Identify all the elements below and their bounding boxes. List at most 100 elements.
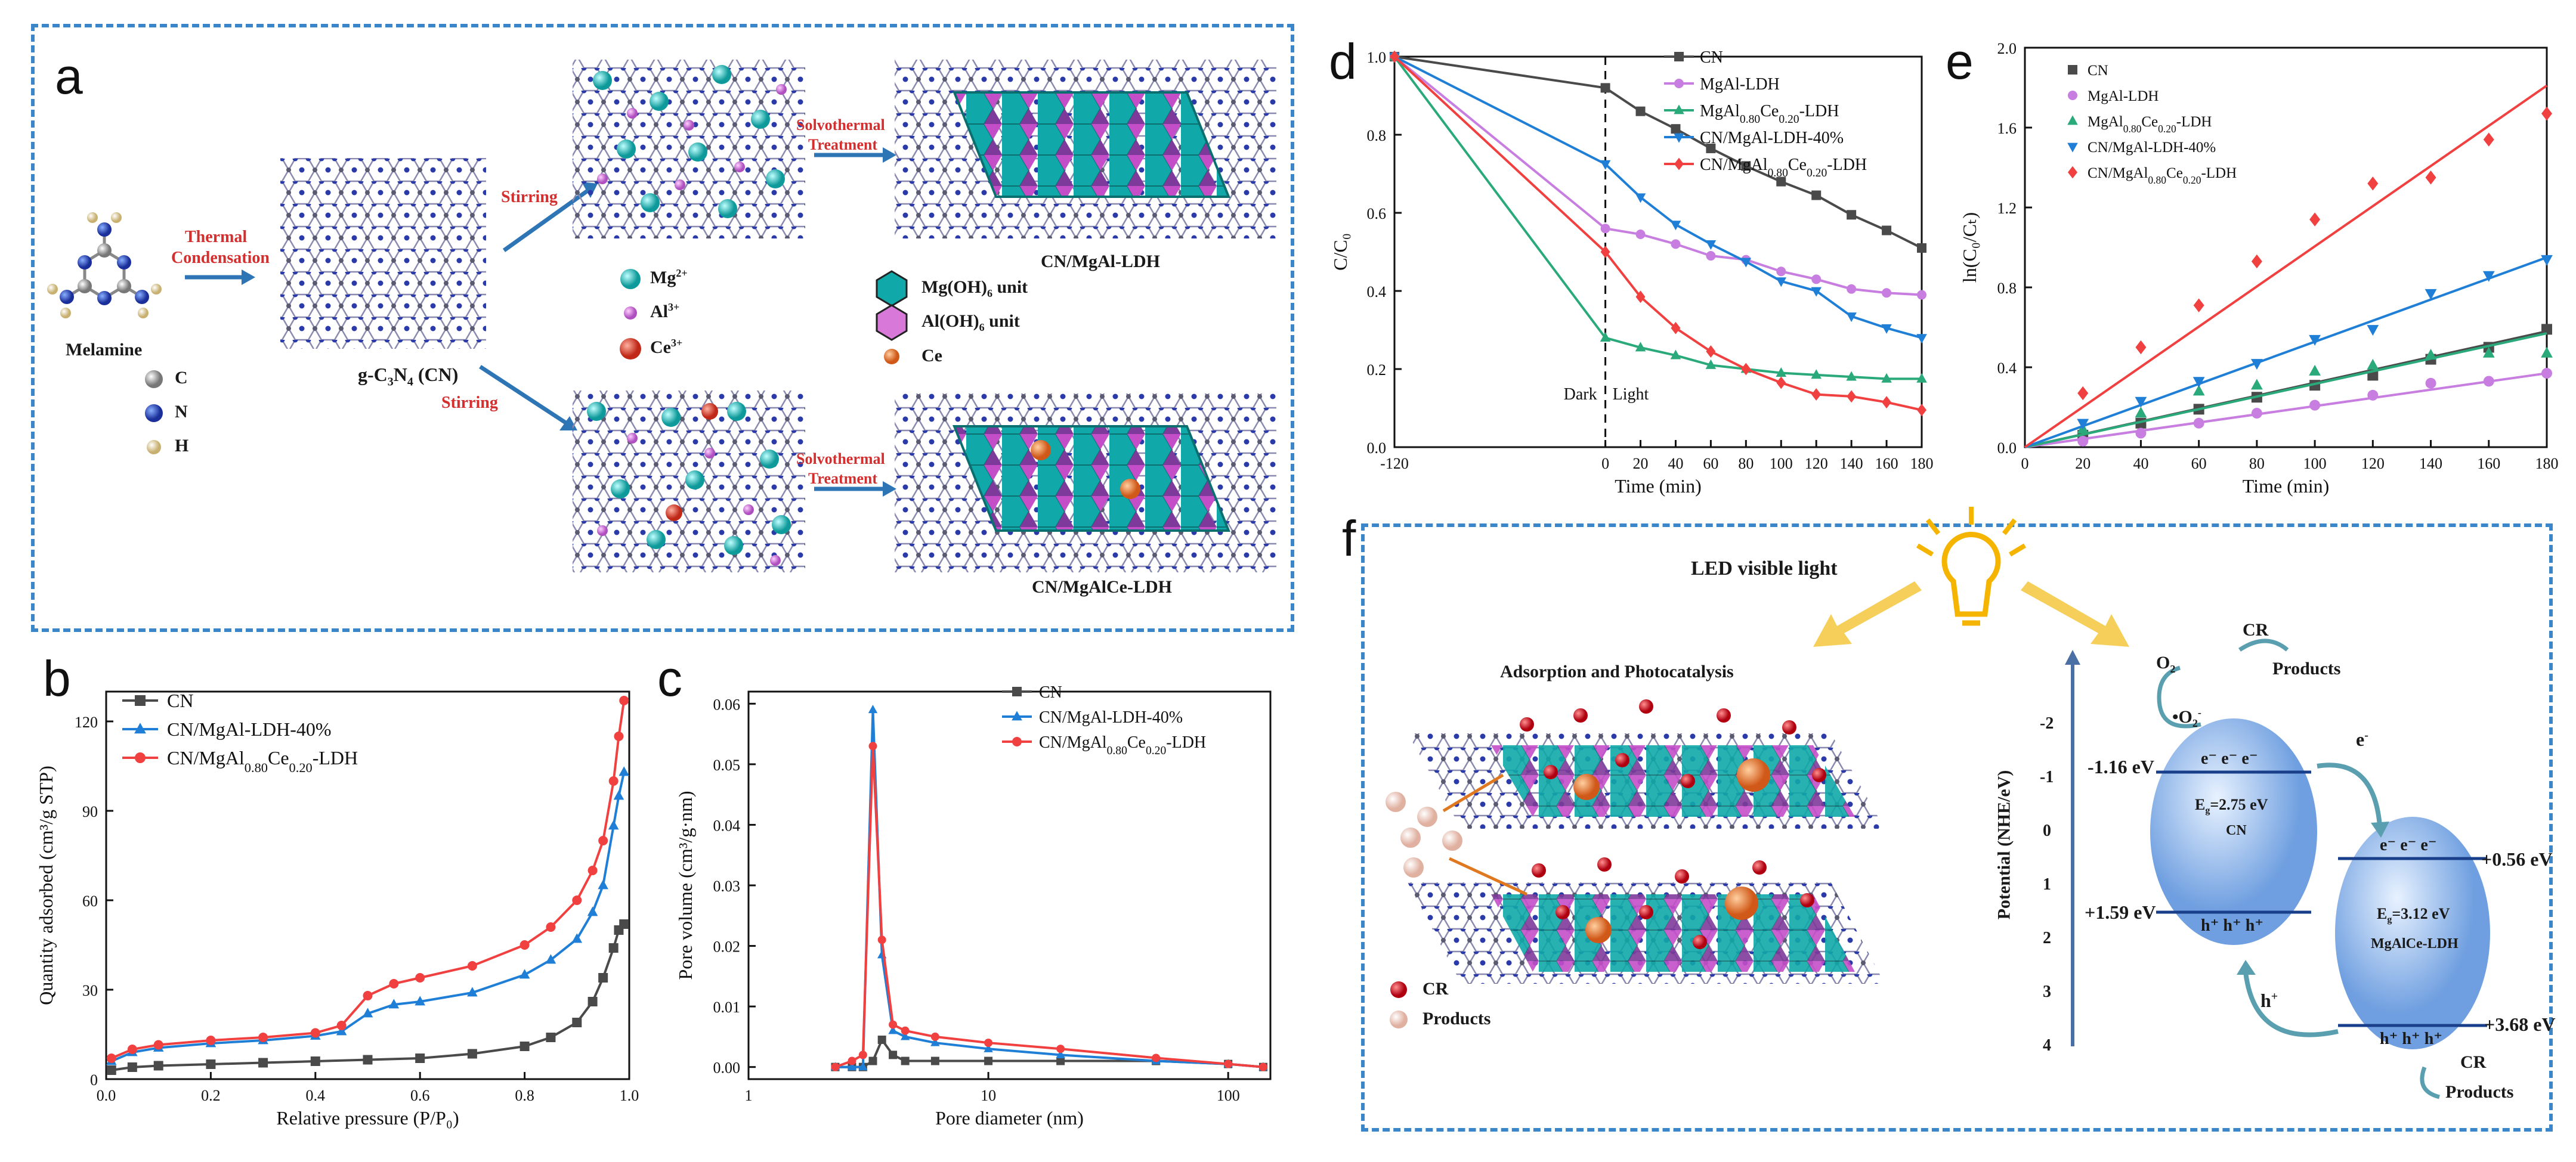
legend-c-label: C [175,368,188,388]
product-bottom-label: CN/MgAlCe-LDH [1032,577,1172,597]
chart-e-point [2425,377,2436,389]
chart-e-point [2309,334,2321,346]
chart-e-xtick-label: 80 [2249,455,2265,472]
ldh-vb-value: +3.68 eV [2484,1014,2556,1035]
legend-mg-ion [620,269,641,289]
legend-ce-ion [620,338,641,360]
chart-d-xtick-label: 60 [1703,455,1718,472]
stirring-label-bottom: Stirring [441,393,498,412]
chart-d-point [1635,230,1646,240]
chart-c-point [930,1032,939,1041]
chart-e-legend-marker [2067,142,2078,153]
chart-b-frame [105,690,630,1080]
cr-oxidation-arrow-bottom [2420,1066,2440,1099]
axis-tick-3: 3 [2043,983,2051,1001]
chart-e-fit-line [2024,372,2547,448]
chart-b-point [545,954,556,964]
panel-e-letter: e [1946,33,1974,89]
ldh-holes: h⁺ h⁺ h⁺ [2380,1030,2443,1048]
chart-d-point [1847,210,1857,220]
chart-d-point [1390,50,1399,63]
chart-b-point [571,933,583,943]
electron-transfer-arrow [2317,763,2382,826]
chart-c-point [984,1043,993,1052]
unit-mg-label: Mg(OH)6 unit [921,277,1028,299]
chart-e-xlabel: Time (min) [2243,475,2330,497]
chart-d-point [1635,106,1646,116]
chart-e-point [2541,368,2552,379]
chart-e-point [2425,349,2437,360]
chart-e-point [2135,340,2147,355]
chart-b-xlabel: Relative pressure (P/P₀) [276,1107,459,1129]
ldh-cb-value: +0.56 eV [2481,848,2553,870]
chart-c-point [888,1025,898,1034]
chart-b-point [467,961,477,971]
cr-oxidation-arrow-top [2238,639,2289,652]
cn-bandgap: Eg=2.75 eV [2195,796,2268,816]
chart-b-point [619,919,629,929]
axis-tick-4: 4 [2043,1036,2051,1055]
legend-products-label: Products [1422,1009,1491,1028]
chart-d-point [1776,376,1786,389]
chart-d-point [1741,362,1751,376]
chart-c-legend-marker [1012,737,1022,746]
chart-c-legend-label: CN [1039,683,1062,702]
chart-c-point [877,935,886,944]
chart-c-point [1224,1059,1233,1068]
chart-d-point [1670,221,1681,231]
ldh-band-ellipse [2335,817,2490,1049]
led-label: LED visible light [1691,557,1838,580]
chart-b-point [587,866,598,875]
chart-d-legend-marker [1674,133,1684,143]
chart-e-frame [2024,47,2548,448]
chart-b-point [519,969,530,979]
light-arrow-right [2021,581,2129,647]
panel-f-letter: f [1342,510,1356,566]
chart-b-ytick-label: 30 [82,982,98,999]
chart-d-point [1917,243,1926,253]
chart-d-point [1917,404,1926,417]
thermal-label-2: Condensation [171,249,270,267]
chart-b-point [363,991,373,1000]
chart-d-point [1881,373,1892,383]
axis-tick-0: 0 [2043,822,2051,840]
cn-name: CN [2226,823,2247,838]
chart-b-point [127,1045,137,1054]
chart-e-point [2309,212,2321,227]
chart-e-point [2482,271,2495,282]
chart-e-fit-line [2024,332,2547,448]
chart-d-point [1635,193,1646,203]
solvothermal-label-top-2: Treatment [808,136,877,153]
chart-d-point [1811,190,1822,200]
composite-layer-bottom [1408,857,1885,984]
chart-b-point [310,1028,320,1038]
chart-c-legend-marker [1012,687,1022,696]
chart-e-xtick-label: 120 [2361,455,2385,472]
chart-d-point [1917,290,1926,300]
chart-d-ytick-label: 0.2 [1367,361,1387,379]
chart-c-point [984,1039,993,1048]
product-ldh-bottom [895,393,1276,572]
chart-e-legend-label: CN/MgAl0.80Ce0.20-LDH [2088,165,2237,186]
chart-e-ytick-label: 0.0 [1997,439,2017,457]
chart-e-point [2077,435,2089,447]
cr-top-label: CR [2243,620,2269,640]
potential-axis [2065,650,2080,1046]
chart-e-point [2541,324,2552,335]
chart-e-ytick-label: 0.8 [1997,280,2017,297]
chart-e-point [2367,176,2379,191]
chart-e-fit-line [2024,256,2547,448]
hole-transfer-arrow [2243,971,2339,1037]
chart-d-point [1600,332,1611,342]
solvothermal-arrow-top [814,147,896,163]
gcn-sheet [280,158,486,349]
chart-e-point [2251,254,2262,269]
chart-d-point [1705,240,1717,250]
chart-b-point [608,943,619,953]
product-sphere [1400,828,1421,848]
chart-d-point [1776,277,1787,287]
chart-e-xtick-label: 180 [2535,455,2559,472]
chart-b-point [362,1008,373,1018]
chart-c-legend-marker [1012,711,1022,721]
chart-d-ylabel: C/C₀ [1329,233,1351,271]
